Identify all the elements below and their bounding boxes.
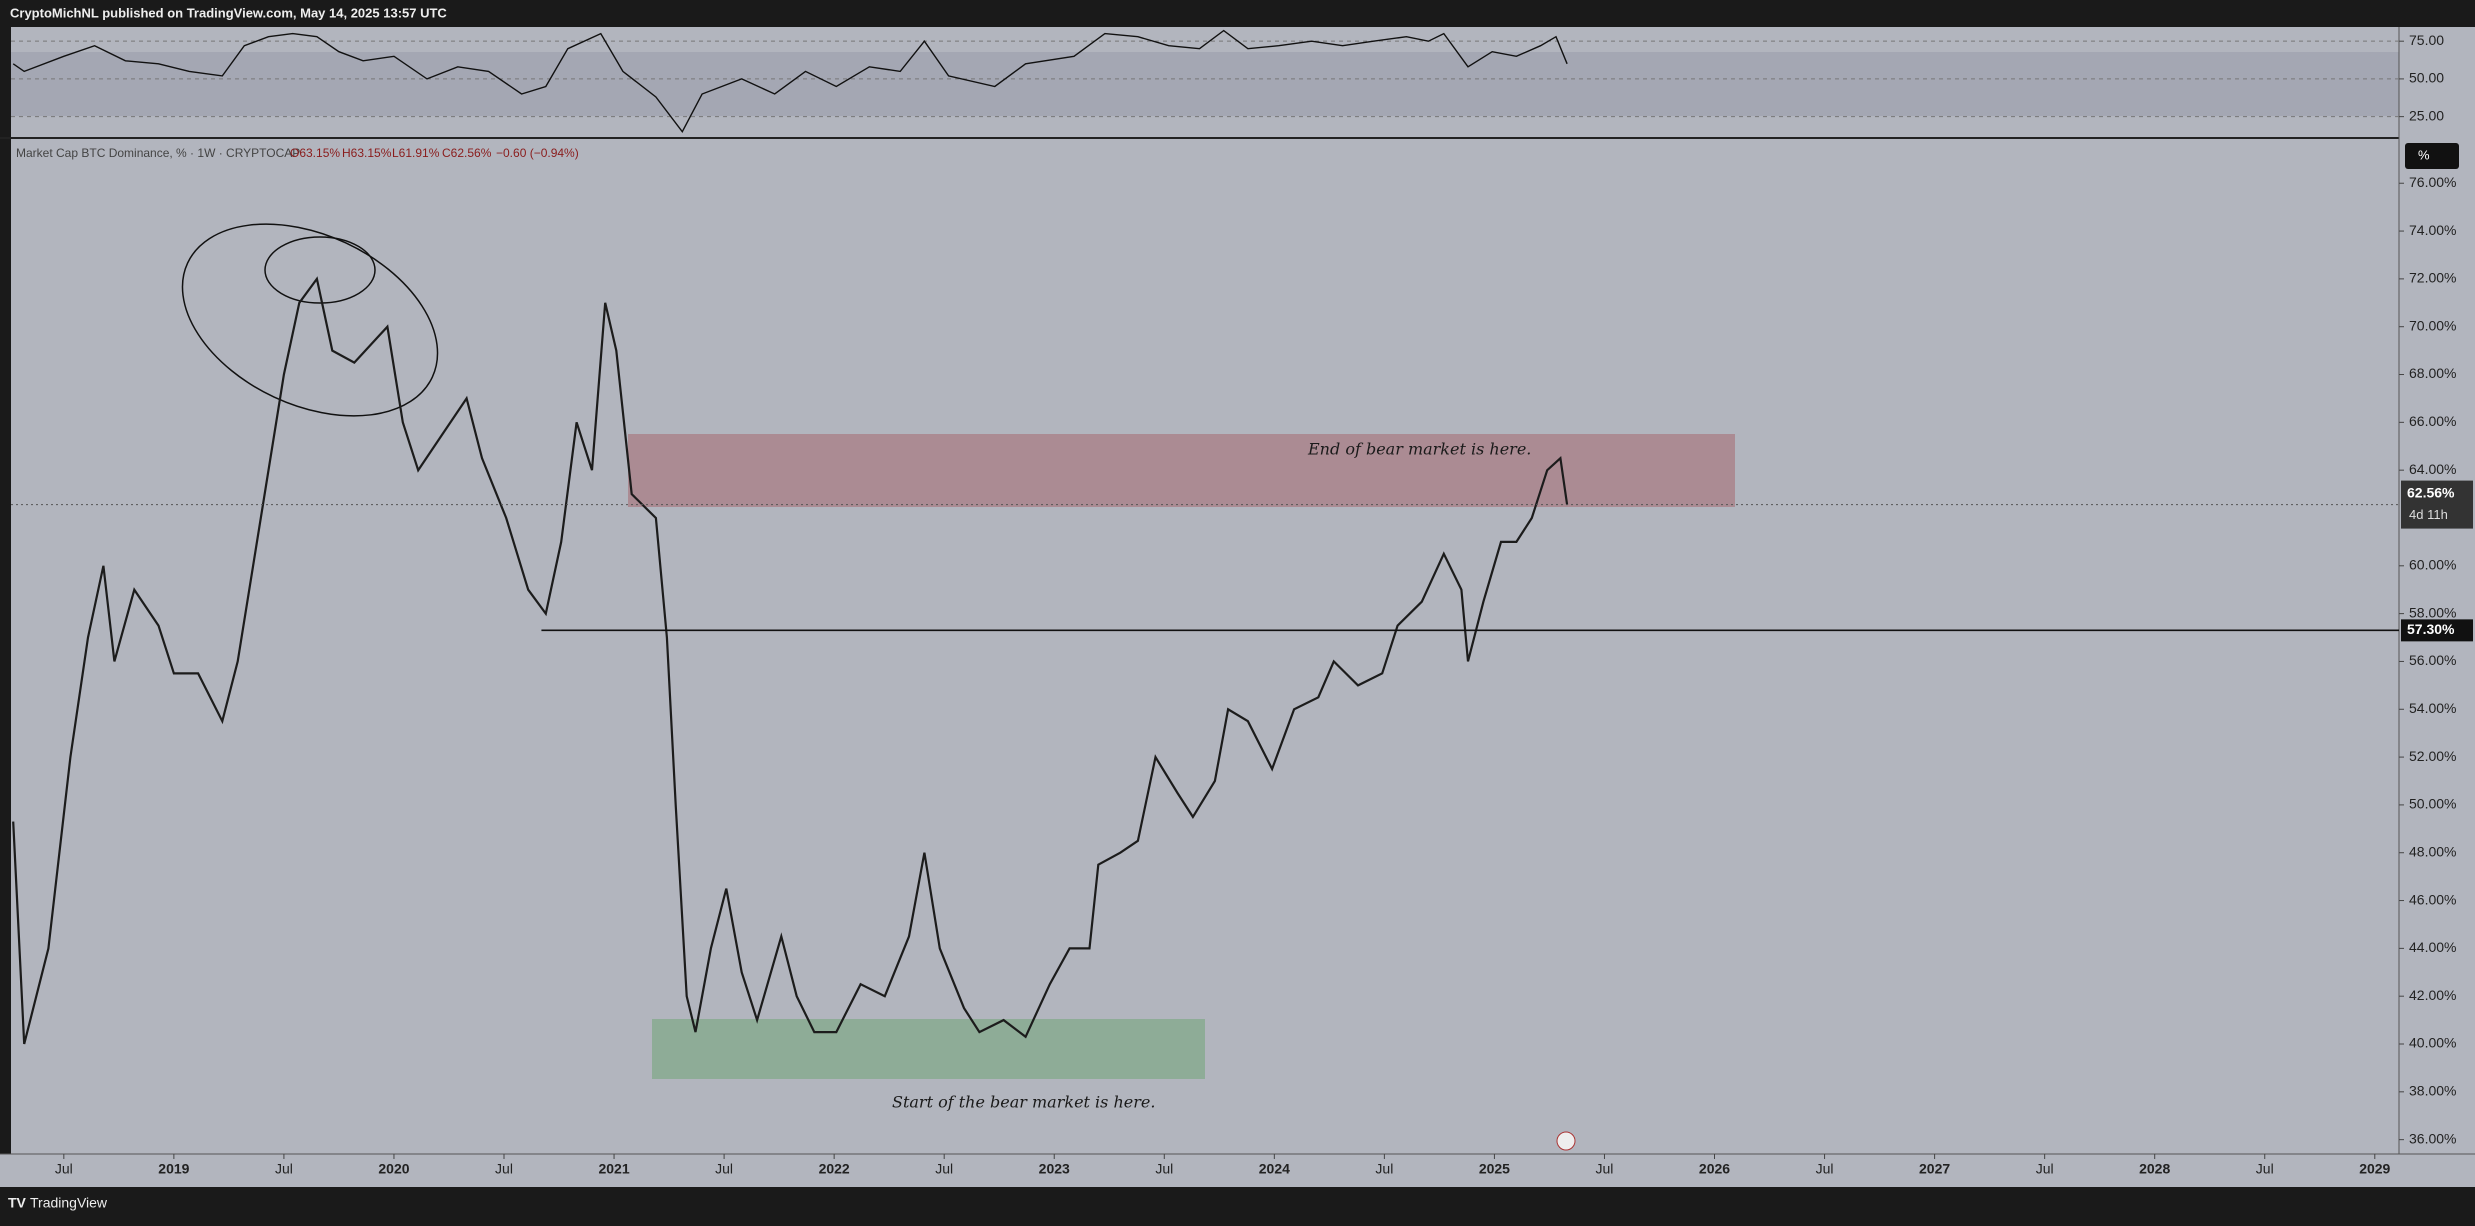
scale-button[interactable] (2405, 143, 2459, 169)
x-tick-label: Jul (1155, 1161, 1173, 1177)
doodle-ellipse (264, 236, 376, 304)
x-tick-label: Jul (495, 1161, 513, 1177)
main-line (12, 276, 1569, 1045)
legend: Market Cap BTC Dominance, % · 1W · CRYPT… (16, 146, 579, 160)
y-tick-label: 66.00% (2409, 413, 2456, 429)
level-badge (2401, 619, 2473, 642)
y-tick-label: 60.00% (2409, 557, 2456, 573)
scale-button-label[interactable]: % (2418, 147, 2430, 162)
annotation: Start of the bear market is here. (892, 1093, 1155, 1112)
price-axis (2399, 27, 2475, 1187)
x-tick-label: 2023 (1039, 1161, 1070, 1177)
rsi-band (11, 52, 2399, 116)
y-tick-label: 46.00% (2409, 891, 2456, 907)
y-tick-label: 48.00% (2409, 843, 2456, 859)
event-icon[interactable] (1556, 1131, 1576, 1151)
legend-symbol: Market Cap BTC Dominance, % · 1W · CRYPT… (16, 146, 300, 160)
legend-low: L61.91% (392, 146, 440, 160)
y-tick-label: 75.00 (2409, 32, 2444, 48)
x-tick-label: Jul (275, 1161, 293, 1177)
x-tick-label: Jul (1596, 1161, 1614, 1177)
y-tick-label: 36.00% (2409, 1130, 2456, 1146)
y-tick-label: 50.00% (2409, 796, 2456, 812)
y-tick-label: 68.00% (2409, 365, 2456, 381)
countdown: 4d 11h (2409, 507, 2448, 522)
y-tick-label: 52.00% (2409, 748, 2456, 764)
legend-close: C62.56% (442, 146, 492, 160)
x-tick-label: 2020 (378, 1161, 409, 1177)
x-tick-label: Jul (2256, 1161, 2274, 1177)
annotation: End of bear market is here. (1307, 440, 1531, 459)
publisher: CryptoMichNL published on TradingView.co… (10, 5, 447, 20)
y-tick-label: 50.00 (2409, 70, 2444, 86)
bottom-bar (0, 1187, 2475, 1221)
x-tick-label: 2027 (1919, 1161, 1950, 1177)
x-tick-label: 2019 (158, 1161, 189, 1177)
legend-change: −0.60 (−0.94%) (496, 146, 579, 160)
y-tick-label: 74.00% (2409, 222, 2456, 238)
top-bar (0, 0, 2475, 27)
brand-logo: TV (8, 1195, 27, 1211)
price-badge (2401, 480, 2473, 529)
doodle (181, 223, 439, 417)
resistance-zone (628, 434, 1735, 507)
y-tick-label: 76.00% (2409, 174, 2456, 190)
time-axis (0, 1154, 2475, 1187)
brand: TradingView (30, 1195, 108, 1211)
legend-high: H63.15% (342, 146, 392, 160)
y-tick-label: 58.00% (2409, 604, 2456, 620)
y-tick-label: 44.00% (2409, 939, 2456, 955)
main-pane (11, 139, 2399, 1154)
level-badge-label: 57.30% (2407, 621, 2455, 637)
y-tick-label: 38.00% (2409, 1083, 2456, 1099)
x-tick-label: Jul (1375, 1161, 1393, 1177)
x-tick-label: 2022 (819, 1161, 850, 1177)
x-tick-label: 2021 (598, 1161, 629, 1177)
y-tick-label: 72.00% (2409, 270, 2456, 286)
legend-open: O63.15% (290, 146, 340, 160)
price-badge-label: 62.56% (2407, 484, 2455, 500)
x-tick-label: 2026 (1699, 1161, 1730, 1177)
x-tick-label: 2024 (1259, 1161, 1290, 1177)
doodle-ellipse (181, 223, 439, 417)
y-tick-label: 25.00 (2409, 107, 2444, 123)
y-tick-label: 42.00% (2409, 987, 2456, 1003)
pane-separator (0, 137, 2475, 139)
y-tick-label: 64.00% (2409, 461, 2456, 477)
y-tick-label: 56.00% (2409, 652, 2456, 668)
y-tick-label: 70.00% (2409, 317, 2456, 333)
y-tick-label: 54.00% (2409, 700, 2456, 716)
x-tick-label: Jul (935, 1161, 953, 1177)
x-tick-label: Jul (715, 1161, 733, 1177)
x-tick-label: 2028 (2139, 1161, 2170, 1177)
x-tick-label: Jul (55, 1161, 73, 1177)
support-zone (652, 1019, 1205, 1079)
x-tick-label: 2029 (2359, 1161, 2390, 1177)
y-tick-label: 40.00% (2409, 1035, 2456, 1051)
rsi-line (12, 29, 1568, 133)
x-tick-label: Jul (2036, 1161, 2054, 1177)
x-tick-label: 2025 (1479, 1161, 1510, 1177)
x-tick-label: Jul (1816, 1161, 1834, 1177)
